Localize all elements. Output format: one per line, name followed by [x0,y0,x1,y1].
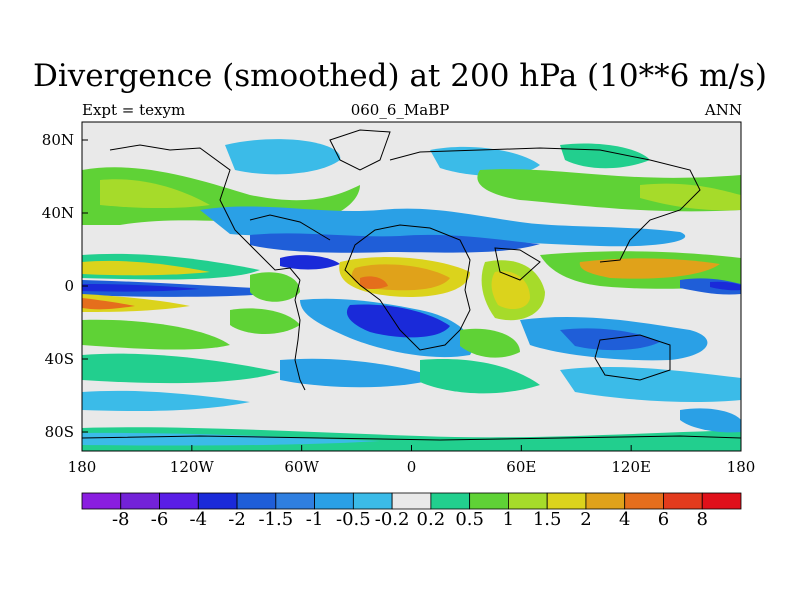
field-shading [82,122,741,451]
lon-tick-label: 120E [611,458,651,476]
colorbar-swatch [314,492,354,510]
lon-tick-label: 180 [67,458,97,476]
colorbar-label: 0.2 [416,509,446,530]
colorbar-label: -4 [189,509,208,530]
experiment-label: Expt = texym [82,101,186,119]
colorbar-swatch [391,492,432,510]
lon-tick-label: 180 [726,458,756,476]
coastlines [82,129,741,441]
colorbar-swatch [624,492,664,510]
colorbar-swatch [546,492,587,510]
colorbar-label: 2 [580,509,592,530]
colorbar-label: 1 [502,509,515,530]
colorbar-swatch [430,492,471,510]
colorbar-swatch [81,492,122,510]
lat-tick-label: 0 [64,277,74,295]
colorbar-label: 8 [696,509,708,530]
colorbar-label: -6 [150,509,169,530]
lon-tick-label: 0 [406,458,417,476]
colorbar-label: 1.5 [532,509,562,530]
colorbar-swatch [469,492,509,510]
run-label: 060_6_MaBP [350,101,450,119]
colorbar-label: -0.2 [374,509,410,530]
colorbar-swatch [701,492,742,510]
lat-tick-label: 80S [44,423,74,441]
lat-tick-label: 80N [41,131,74,149]
lat-tick-label: 40N [41,204,74,222]
colorbar-swatch [352,492,393,510]
colorbar-swatch [275,492,315,510]
lat-tick-label: 40S [44,350,74,368]
colorbar-label: 0.5 [455,509,484,530]
season-label: ANN [704,101,742,119]
colorbar-label: -1.5 [258,509,294,530]
lon-tick-label: 120W [169,458,214,476]
lon-tick-label: 60W [284,458,319,476]
colorbar-swatch [159,492,199,510]
colorbar-label: 6 [657,509,670,530]
colorbar [81,492,742,510]
lon-tick-label: 60E [506,458,537,476]
colorbar-label: -2 [228,509,246,530]
colorbar-label: -8 [111,509,130,530]
colorbar-swatch [120,492,160,510]
colorbar-swatch [585,492,626,510]
colorbar-swatch [508,492,548,510]
colorbar-swatch [236,492,277,510]
colorbar-label: 4 [618,509,631,530]
colorbar-swatch [197,492,238,510]
plot-title: Divergence (smoothed) at 200 hPa (10**6 … [33,58,767,94]
colorbar-label: -1 [305,509,324,530]
colorbar-label: -0.5 [335,509,371,530]
colorbar-swatch [663,492,703,510]
